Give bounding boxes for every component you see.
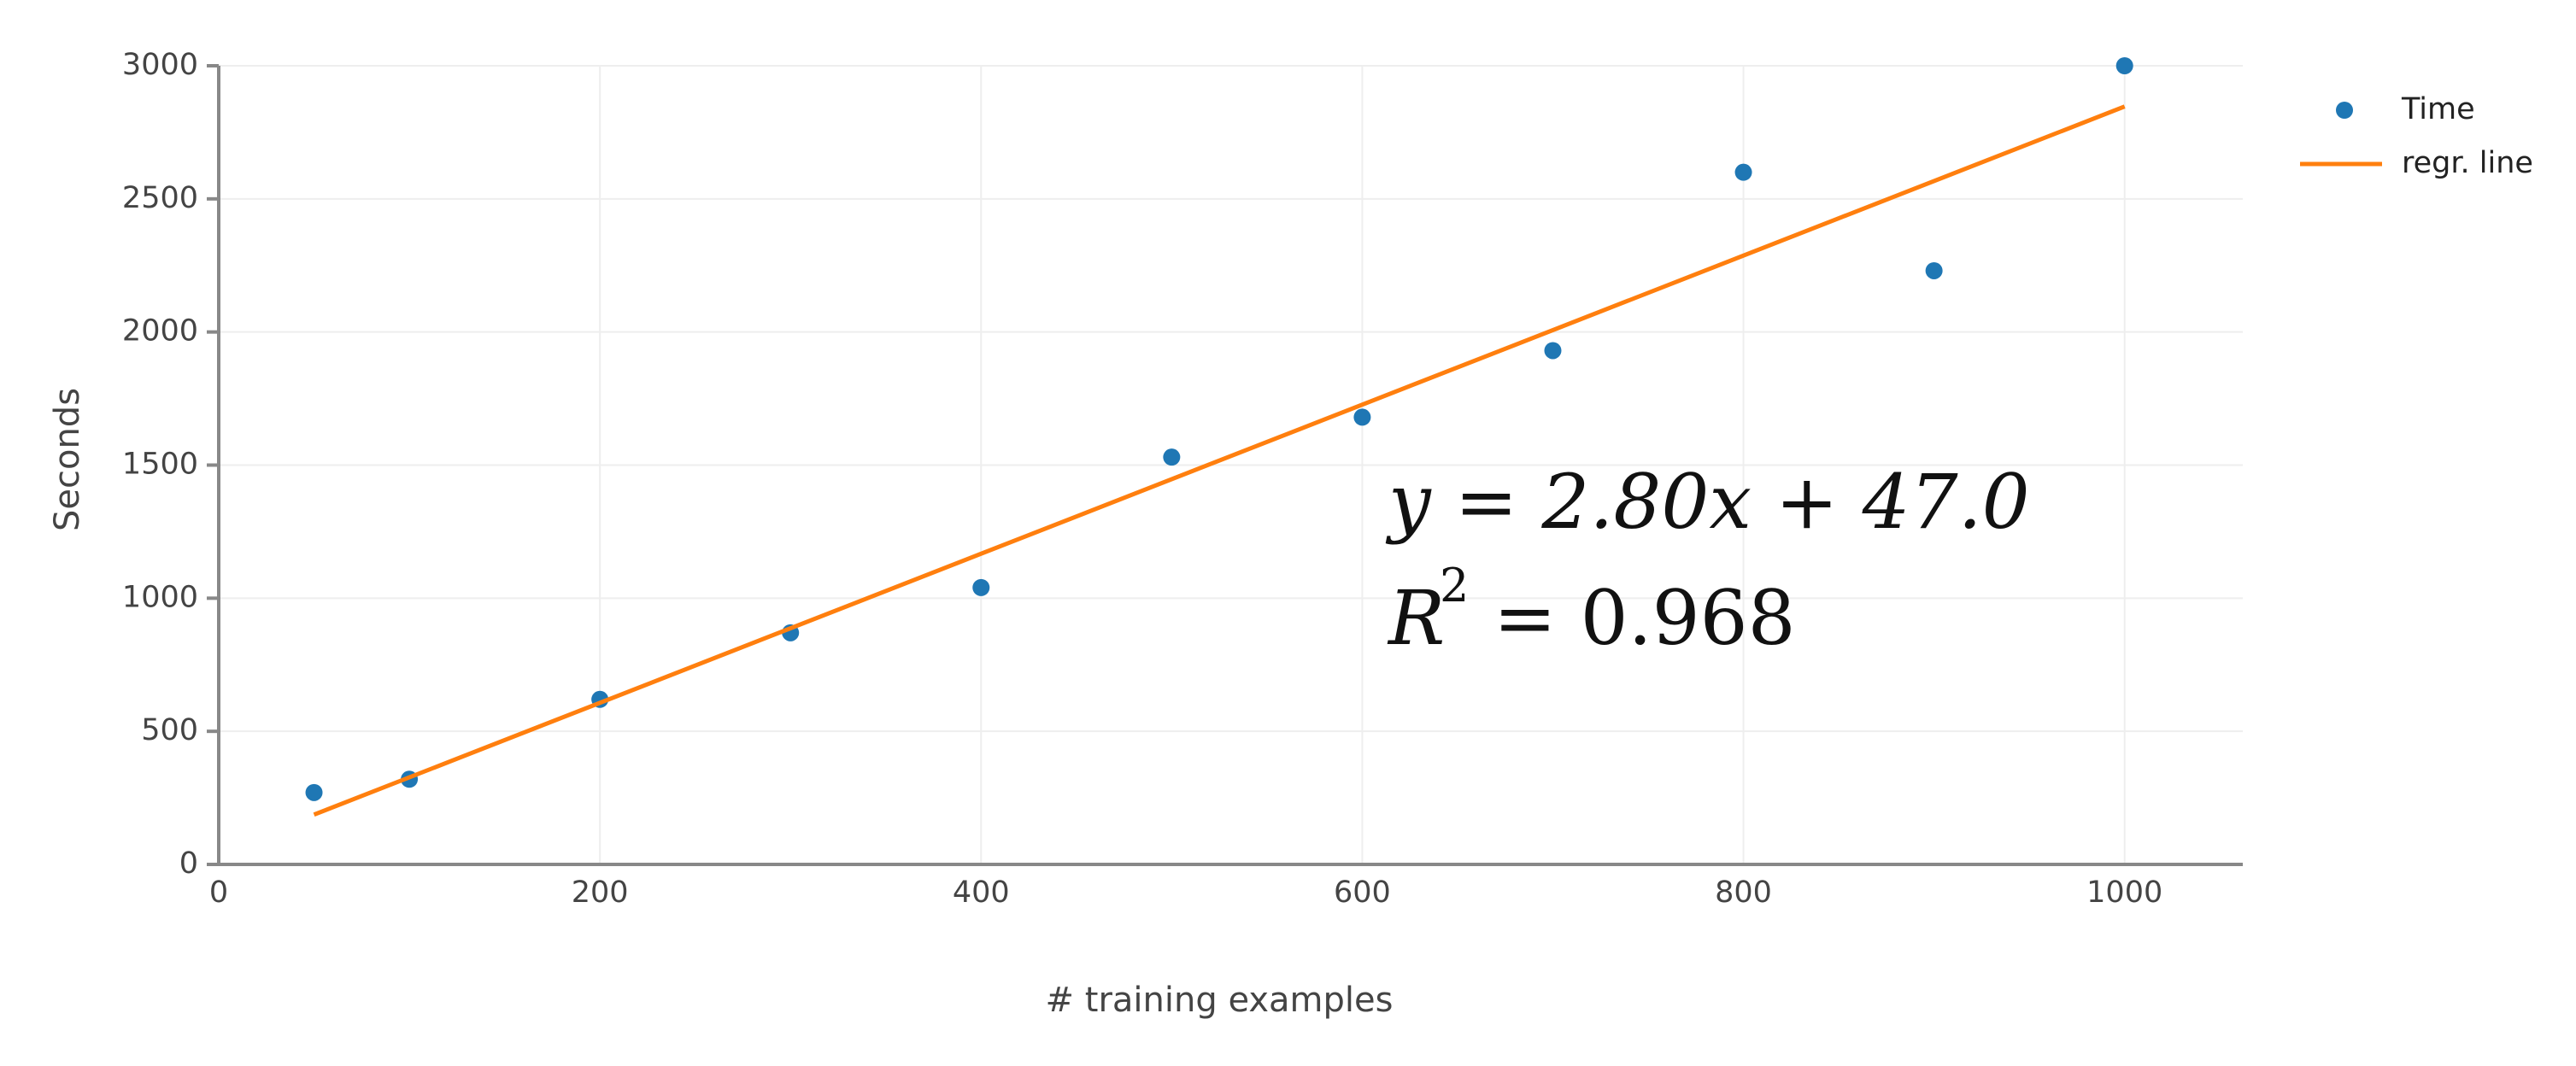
legend: Time regr. line bbox=[2300, 92, 2533, 180]
data-point bbox=[972, 578, 990, 596]
data-point bbox=[1544, 342, 1562, 360]
r-squared-value: = 0.968 bbox=[1470, 574, 1796, 662]
r-squared-symbol: R bbox=[1387, 574, 1445, 662]
y-tick-label: 1000 bbox=[122, 580, 198, 614]
annotation: y = 2.80x + 47.0 R 2 = 0.968 bbox=[1385, 458, 2030, 662]
data-point bbox=[1925, 261, 1943, 279]
data-point bbox=[1163, 448, 1181, 466]
x-axis-title: # training examples bbox=[1046, 981, 1394, 1020]
data-point bbox=[1734, 163, 1752, 181]
x-tick-label: 400 bbox=[953, 876, 1010, 910]
data-point bbox=[1353, 408, 1371, 426]
y-axis-title: Seconds bbox=[48, 388, 87, 531]
x-tick-label: 800 bbox=[1715, 876, 1772, 910]
r-squared-exponent: 2 bbox=[1440, 559, 1469, 612]
y-tick-label: 500 bbox=[141, 713, 198, 747]
data-point bbox=[2115, 57, 2133, 74]
regression-line bbox=[313, 104, 2126, 817]
x-tick-label: 0 bbox=[209, 876, 228, 910]
legend-marker bbox=[2336, 102, 2353, 119]
legend-label: regr. line bbox=[2402, 146, 2533, 180]
x-tick-label: 200 bbox=[572, 876, 629, 910]
equation: y = 2.80x + 47.0 bbox=[1385, 458, 2030, 546]
x-tick-label: 600 bbox=[1334, 876, 1391, 910]
y-tick-label: 3000 bbox=[122, 48, 198, 82]
y-tick-label: 0 bbox=[179, 846, 198, 881]
y-tick-label: 1500 bbox=[122, 448, 198, 482]
y-tick-label: 2000 bbox=[122, 314, 198, 348]
legend-label: Time bbox=[2401, 92, 2475, 126]
y-tick-label: 2500 bbox=[122, 181, 198, 215]
plot: 0 500 1000 1500 2000 2500 3000 0 200 400 600 800 100… bbox=[122, 48, 2243, 910]
x-tick-label: 1000 bbox=[2086, 876, 2162, 910]
data-point bbox=[305, 783, 323, 801]
